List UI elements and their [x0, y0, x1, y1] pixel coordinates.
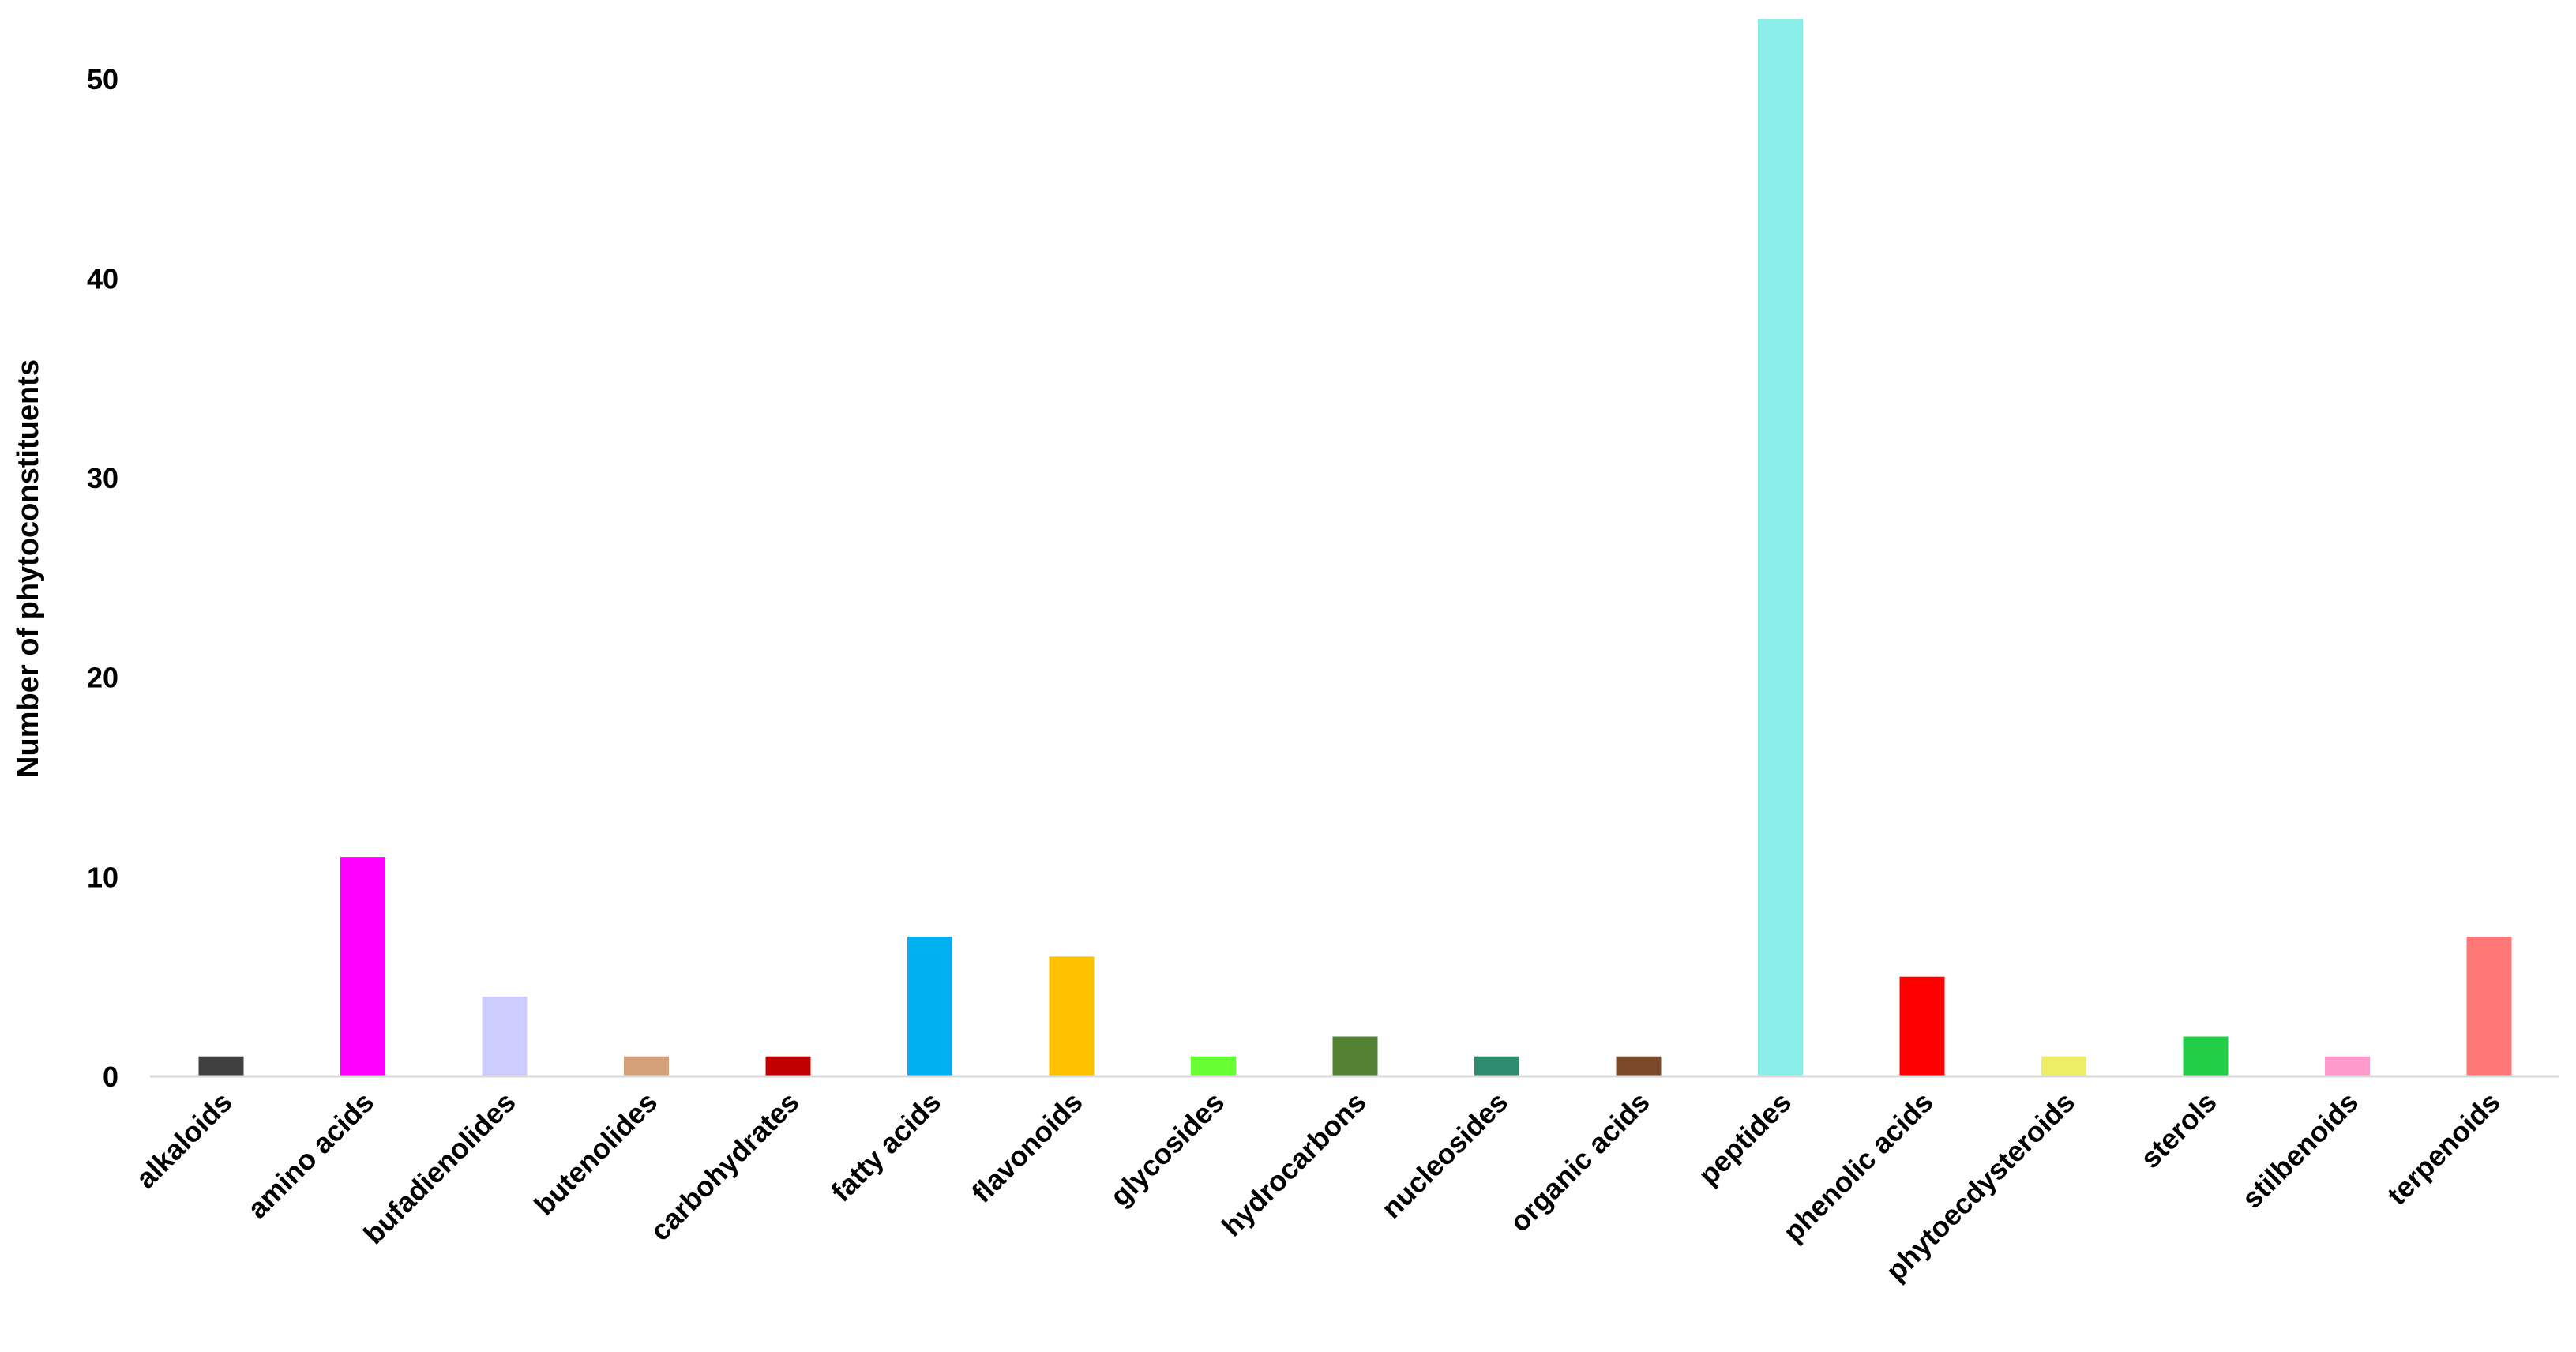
bar-organic-acids [1616, 1056, 1662, 1076]
y-axis-ticks: 0 10 20 30 40 50 [87, 63, 118, 1093]
bar-flavonoids [1049, 956, 1095, 1076]
bar-fatty-acids [907, 937, 952, 1076]
x-tick-label: carbohydrates [644, 1086, 805, 1247]
bar-bufadienolides [482, 996, 528, 1076]
bar-phenolic-acids [1899, 976, 1945, 1076]
bar-sterols [2183, 1036, 2229, 1076]
bar-terpenoids [2466, 937, 2512, 1076]
bar-peptides [1758, 19, 1803, 1076]
x-tick-label: amino acids [241, 1086, 380, 1225]
x-tick-label: phenolic acids [1777, 1086, 1940, 1249]
bar-stilbenoids [2325, 1056, 2370, 1076]
bar-butenolides [624, 1056, 669, 1076]
x-tick-label: flavonoids [965, 1086, 1088, 1209]
bar-amino-acids [340, 857, 385, 1076]
x-tick-label: peptides [1692, 1086, 1797, 1192]
x-tick-label: sterols [2134, 1086, 2222, 1174]
bar-nucleosides [1474, 1056, 1519, 1076]
bar-carbohydrates [765, 1056, 811, 1076]
x-tick-label: fatty acids [824, 1086, 947, 1208]
x-tick-label: bufadienolides [357, 1086, 522, 1251]
x-tick-label: alkaloids [130, 1086, 238, 1195]
y-tick-label: 50 [87, 63, 118, 96]
x-tick-label: terpenoids [2381, 1086, 2507, 1211]
bar-hydrocarbons [1332, 1036, 1378, 1076]
y-tick-label: 10 [87, 861, 118, 893]
x-tick-label: glycosides [1104, 1086, 1231, 1213]
bars [198, 19, 2512, 1076]
y-tick-label: 20 [87, 662, 118, 694]
y-axis-title: Number of phytoconstituents [12, 359, 45, 778]
y-tick-label: 30 [87, 462, 118, 494]
x-tick-label: butenolides [528, 1086, 663, 1222]
bar-alkaloids [198, 1056, 244, 1076]
y-tick-label: 0 [103, 1061, 118, 1093]
x-tick-label: stilbenoids [2236, 1086, 2364, 1215]
x-tick-label: organic acids [1504, 1086, 1656, 1238]
y-tick-label: 40 [87, 262, 118, 295]
x-tick-label: hydrocarbons [1215, 1086, 1372, 1243]
x-tick-label: nucleosides [1375, 1086, 1514, 1225]
bar-glycosides [1191, 1056, 1236, 1076]
bar-phytoecdysteroids [2041, 1056, 2086, 1076]
